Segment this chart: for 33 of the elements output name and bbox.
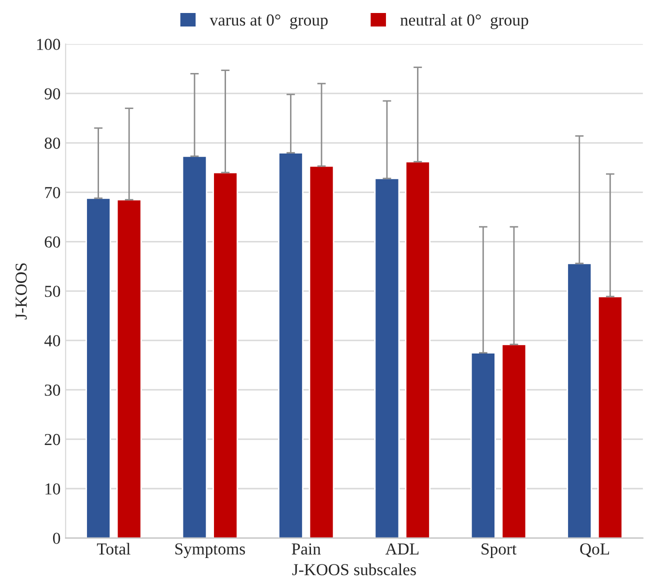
bar	[374, 178, 400, 538]
x-axis-title: J-KOOS subscales	[292, 564, 416, 576]
bar	[501, 344, 527, 538]
bar	[116, 198, 142, 538]
bar	[566, 262, 592, 538]
legend-label: neutral at 0° group	[400, 14, 528, 30]
y-tick-label: 40	[44, 335, 60, 346]
y-axis-title: J-KOOS	[16, 263, 27, 320]
legend-label: varus at 0° group	[210, 14, 328, 30]
y-tick-label: 80	[44, 138, 60, 149]
y-tick-label: 30	[44, 384, 60, 396]
y-tick-label: 60	[44, 236, 60, 248]
x-tick-label: ADL	[385, 543, 418, 554]
y-tick-label: 20	[44, 434, 60, 446]
x-tick-label: QoL	[580, 543, 610, 558]
x-tick-label: Pain	[292, 543, 321, 555]
y-tick-label: 90	[44, 88, 60, 100]
bar	[86, 198, 112, 538]
y-tick-label: 70	[45, 186, 60, 198]
y-tick-label: 50	[45, 286, 60, 298]
y-tick-label: 100	[37, 38, 60, 50]
x-tick-label: Total	[97, 542, 130, 555]
bar	[308, 165, 334, 538]
y-tick-label: 0	[53, 532, 60, 544]
bar	[278, 152, 304, 538]
x-tick-label: Sport	[482, 543, 517, 558]
bar	[405, 160, 430, 538]
bar	[212, 172, 238, 538]
x-tick-label: Symptoms	[175, 543, 245, 558]
y-tick-label: 10	[46, 483, 60, 495]
bar	[470, 352, 496, 538]
bar	[182, 156, 208, 538]
bar	[597, 296, 623, 538]
